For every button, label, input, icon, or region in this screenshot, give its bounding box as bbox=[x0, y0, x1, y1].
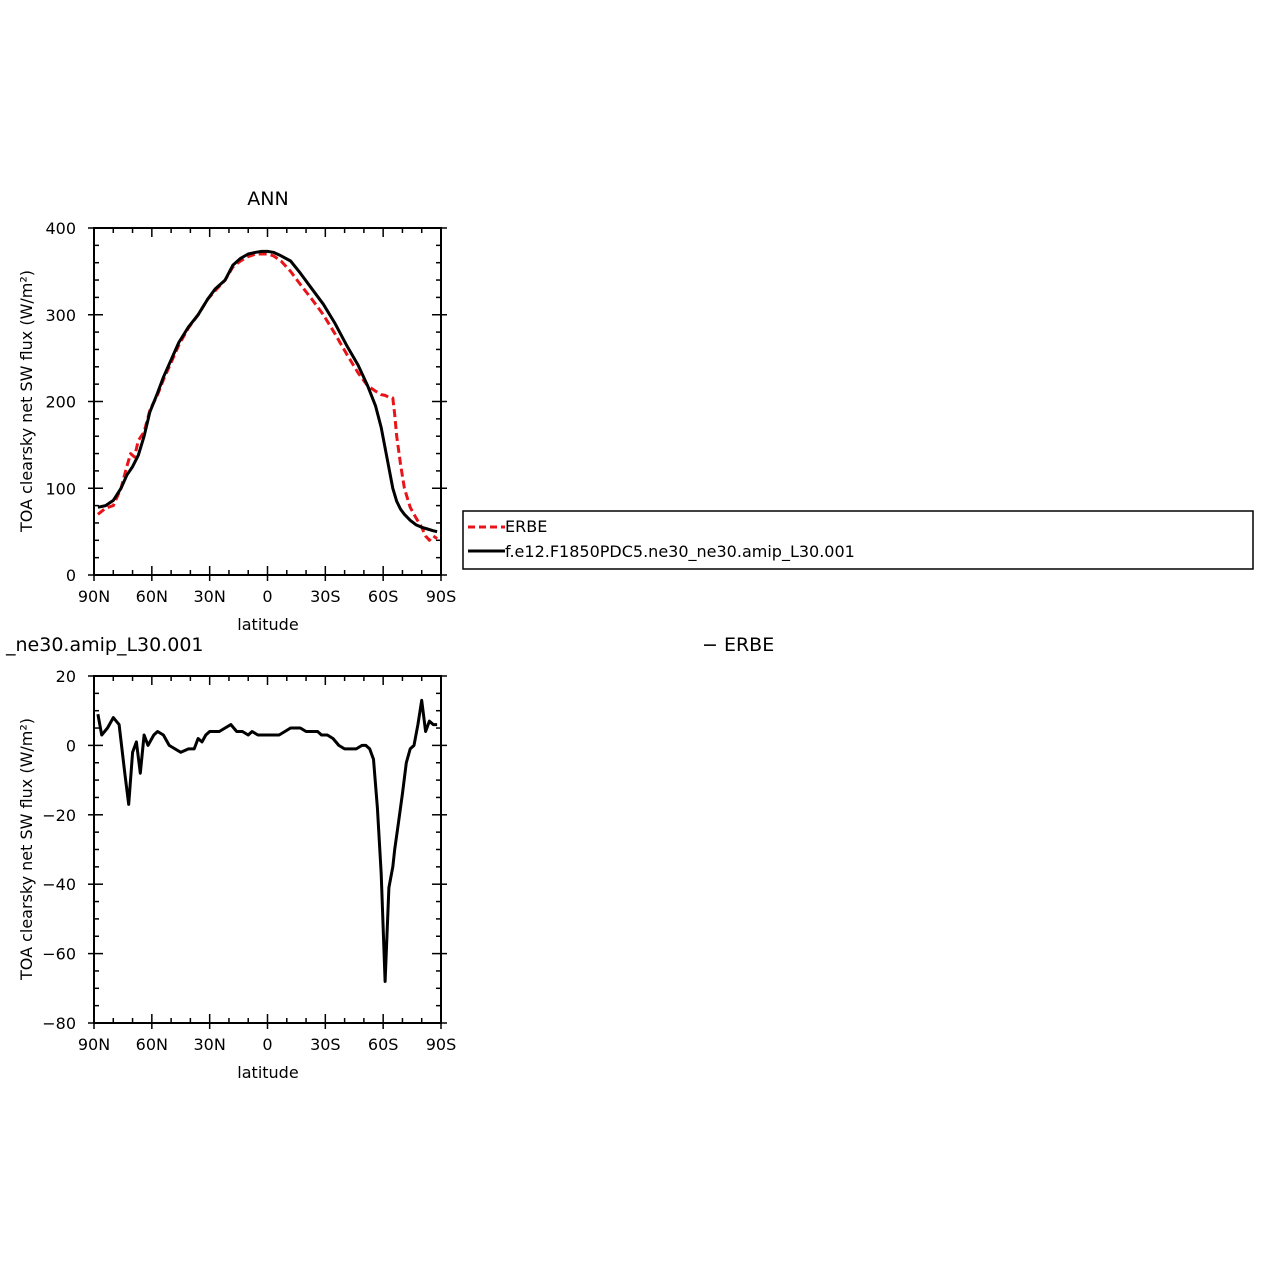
bottom-panel: _ne30.amip_L30.001 − ERBE TOA clearsky n… bbox=[5, 634, 774, 1082]
top-panel-series-model-line bbox=[97, 249, 438, 534]
bottom-panel-series bbox=[96, 698, 438, 983]
top-panel-x-tick-label: 30N bbox=[194, 587, 226, 606]
top-panel-ticks: 90N 60N 30N 0 30S 60S 90S 0 100 200 300 400 bbox=[45, 219, 456, 606]
bottom-panel-y-tick-label: −20 bbox=[42, 806, 76, 825]
bottom-panel-frame bbox=[93, 675, 442, 1024]
top-panel-y-tick-label: 0 bbox=[66, 566, 76, 585]
bottom-panel-y-tick-label: −60 bbox=[42, 945, 76, 964]
bottom-panel-y-axis-label: TOA clearsky net SW flux (W/m²) bbox=[17, 718, 36, 981]
bottom-panel-title: _ne30.amip_L30.001 bbox=[5, 634, 204, 656]
top-panel-x-tick-label: 90N bbox=[78, 587, 110, 606]
top-panel-x-axis-label: latitude bbox=[237, 615, 298, 634]
bottom-panel-x-tick-label: 90S bbox=[426, 1035, 457, 1054]
legend-label-model: f.e12.F1850PDC5.ne30_ne30.amip_L30.001 bbox=[505, 542, 855, 562]
top-panel-series-erbe-line bbox=[96, 252, 438, 542]
top-panel-y-axis-label: TOA clearsky net SW flux (W/m²) bbox=[17, 270, 36, 533]
bottom-panel-y-tick-label: 0 bbox=[66, 736, 76, 755]
bottom-panel-y-tick-label: −40 bbox=[42, 875, 76, 894]
bottom-panel-y-tick-label: 20 bbox=[56, 667, 76, 686]
legend-box bbox=[462, 510, 1254, 570]
bottom-panel-ticks: 90N 60N 30N 0 30S 60S 90S −80 −60 −40 −20 0 20 bbox=[42, 667, 456, 1054]
bottom-panel-x-axis-label: latitude bbox=[237, 1063, 298, 1082]
top-panel-title: ANN bbox=[247, 188, 288, 210]
top-panel-y-tick-label: 400 bbox=[45, 219, 76, 238]
bottom-panel-x-tick-label: 30N bbox=[194, 1035, 226, 1054]
top-panel-y-tick-label: 100 bbox=[45, 479, 76, 498]
top-panel: ANN TOA clearsky net SW flux (W/m²) lati… bbox=[17, 188, 456, 634]
top-panel-x-tick-label: 60N bbox=[136, 587, 168, 606]
bottom-panel-x-tick-label: 60N bbox=[136, 1035, 168, 1054]
top-panel-series bbox=[96, 249, 438, 542]
top-panel-x-tick-label: 90S bbox=[426, 587, 457, 606]
bottom-panel-x-tick-label: 30S bbox=[310, 1035, 341, 1054]
bottom-panel-x-tick-label: 90N bbox=[78, 1035, 110, 1054]
top-panel-y-tick-label: 300 bbox=[45, 306, 76, 325]
legend: ERBE f.e12.F1850PDC5.ne30_ne30.amip_L30.… bbox=[462, 510, 1254, 570]
bottom-panel-x-tick-label: 60S bbox=[368, 1035, 399, 1054]
bottom-panel-x-tick-label: 0 bbox=[262, 1035, 272, 1054]
bottom-panel-title-right: − ERBE bbox=[702, 634, 774, 656]
top-panel-y-tick-label: 200 bbox=[45, 393, 76, 412]
top-panel-frame bbox=[93, 227, 442, 576]
bottom-panel-series-model-line bbox=[96, 698, 438, 983]
top-panel-x-tick-label: 60S bbox=[368, 587, 399, 606]
legend-label-erbe: ERBE bbox=[505, 517, 547, 536]
top-panel-x-tick-label: 30S bbox=[310, 587, 341, 606]
top-panel-x-tick-label: 0 bbox=[262, 587, 272, 606]
bottom-panel-y-tick-label: −80 bbox=[42, 1014, 76, 1033]
